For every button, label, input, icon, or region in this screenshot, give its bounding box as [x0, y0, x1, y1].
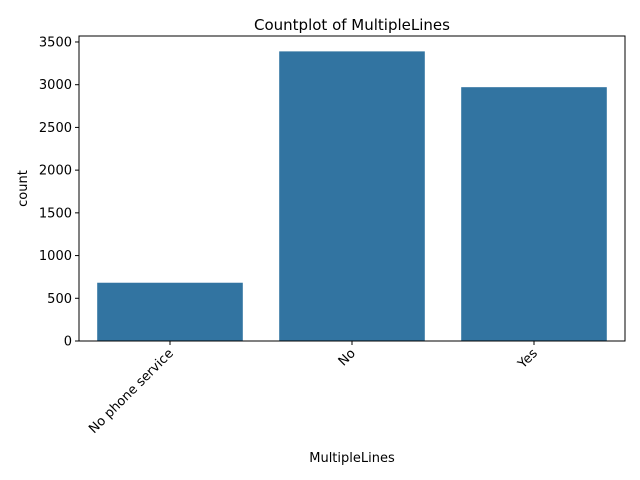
y-axis-label: count: [16, 170, 31, 207]
x-tick-label: No phone service: [86, 346, 177, 437]
x-axis: No phone service No Yes: [86, 341, 541, 437]
bars-group: [97, 51, 607, 342]
x-tick-label: Yes: [515, 346, 541, 372]
x-tick-label: No: [336, 346, 359, 369]
bar-yes: [461, 87, 607, 342]
y-tick-label: 1000: [39, 249, 72, 264]
y-tick-label: 0: [64, 335, 72, 350]
y-tick-label: 3500: [39, 35, 72, 50]
chart-title: Countplot of MultipleLines: [254, 16, 450, 34]
y-tick-label: 500: [47, 292, 72, 307]
plot-frame: [78, 35, 626, 342]
y-axis: 0 500 1000 1500 2000 2500 3000 3500: [39, 35, 79, 350]
y-tick-label: 2500: [39, 121, 72, 136]
y-tick-label: 1500: [39, 206, 72, 221]
bar-no: [279, 51, 425, 341]
x-axis-label: MultipleLines: [309, 451, 395, 466]
bar-no-phone-service: [97, 282, 243, 341]
y-tick-label: 3000: [39, 78, 72, 93]
y-tick-label: 2000: [39, 164, 72, 179]
